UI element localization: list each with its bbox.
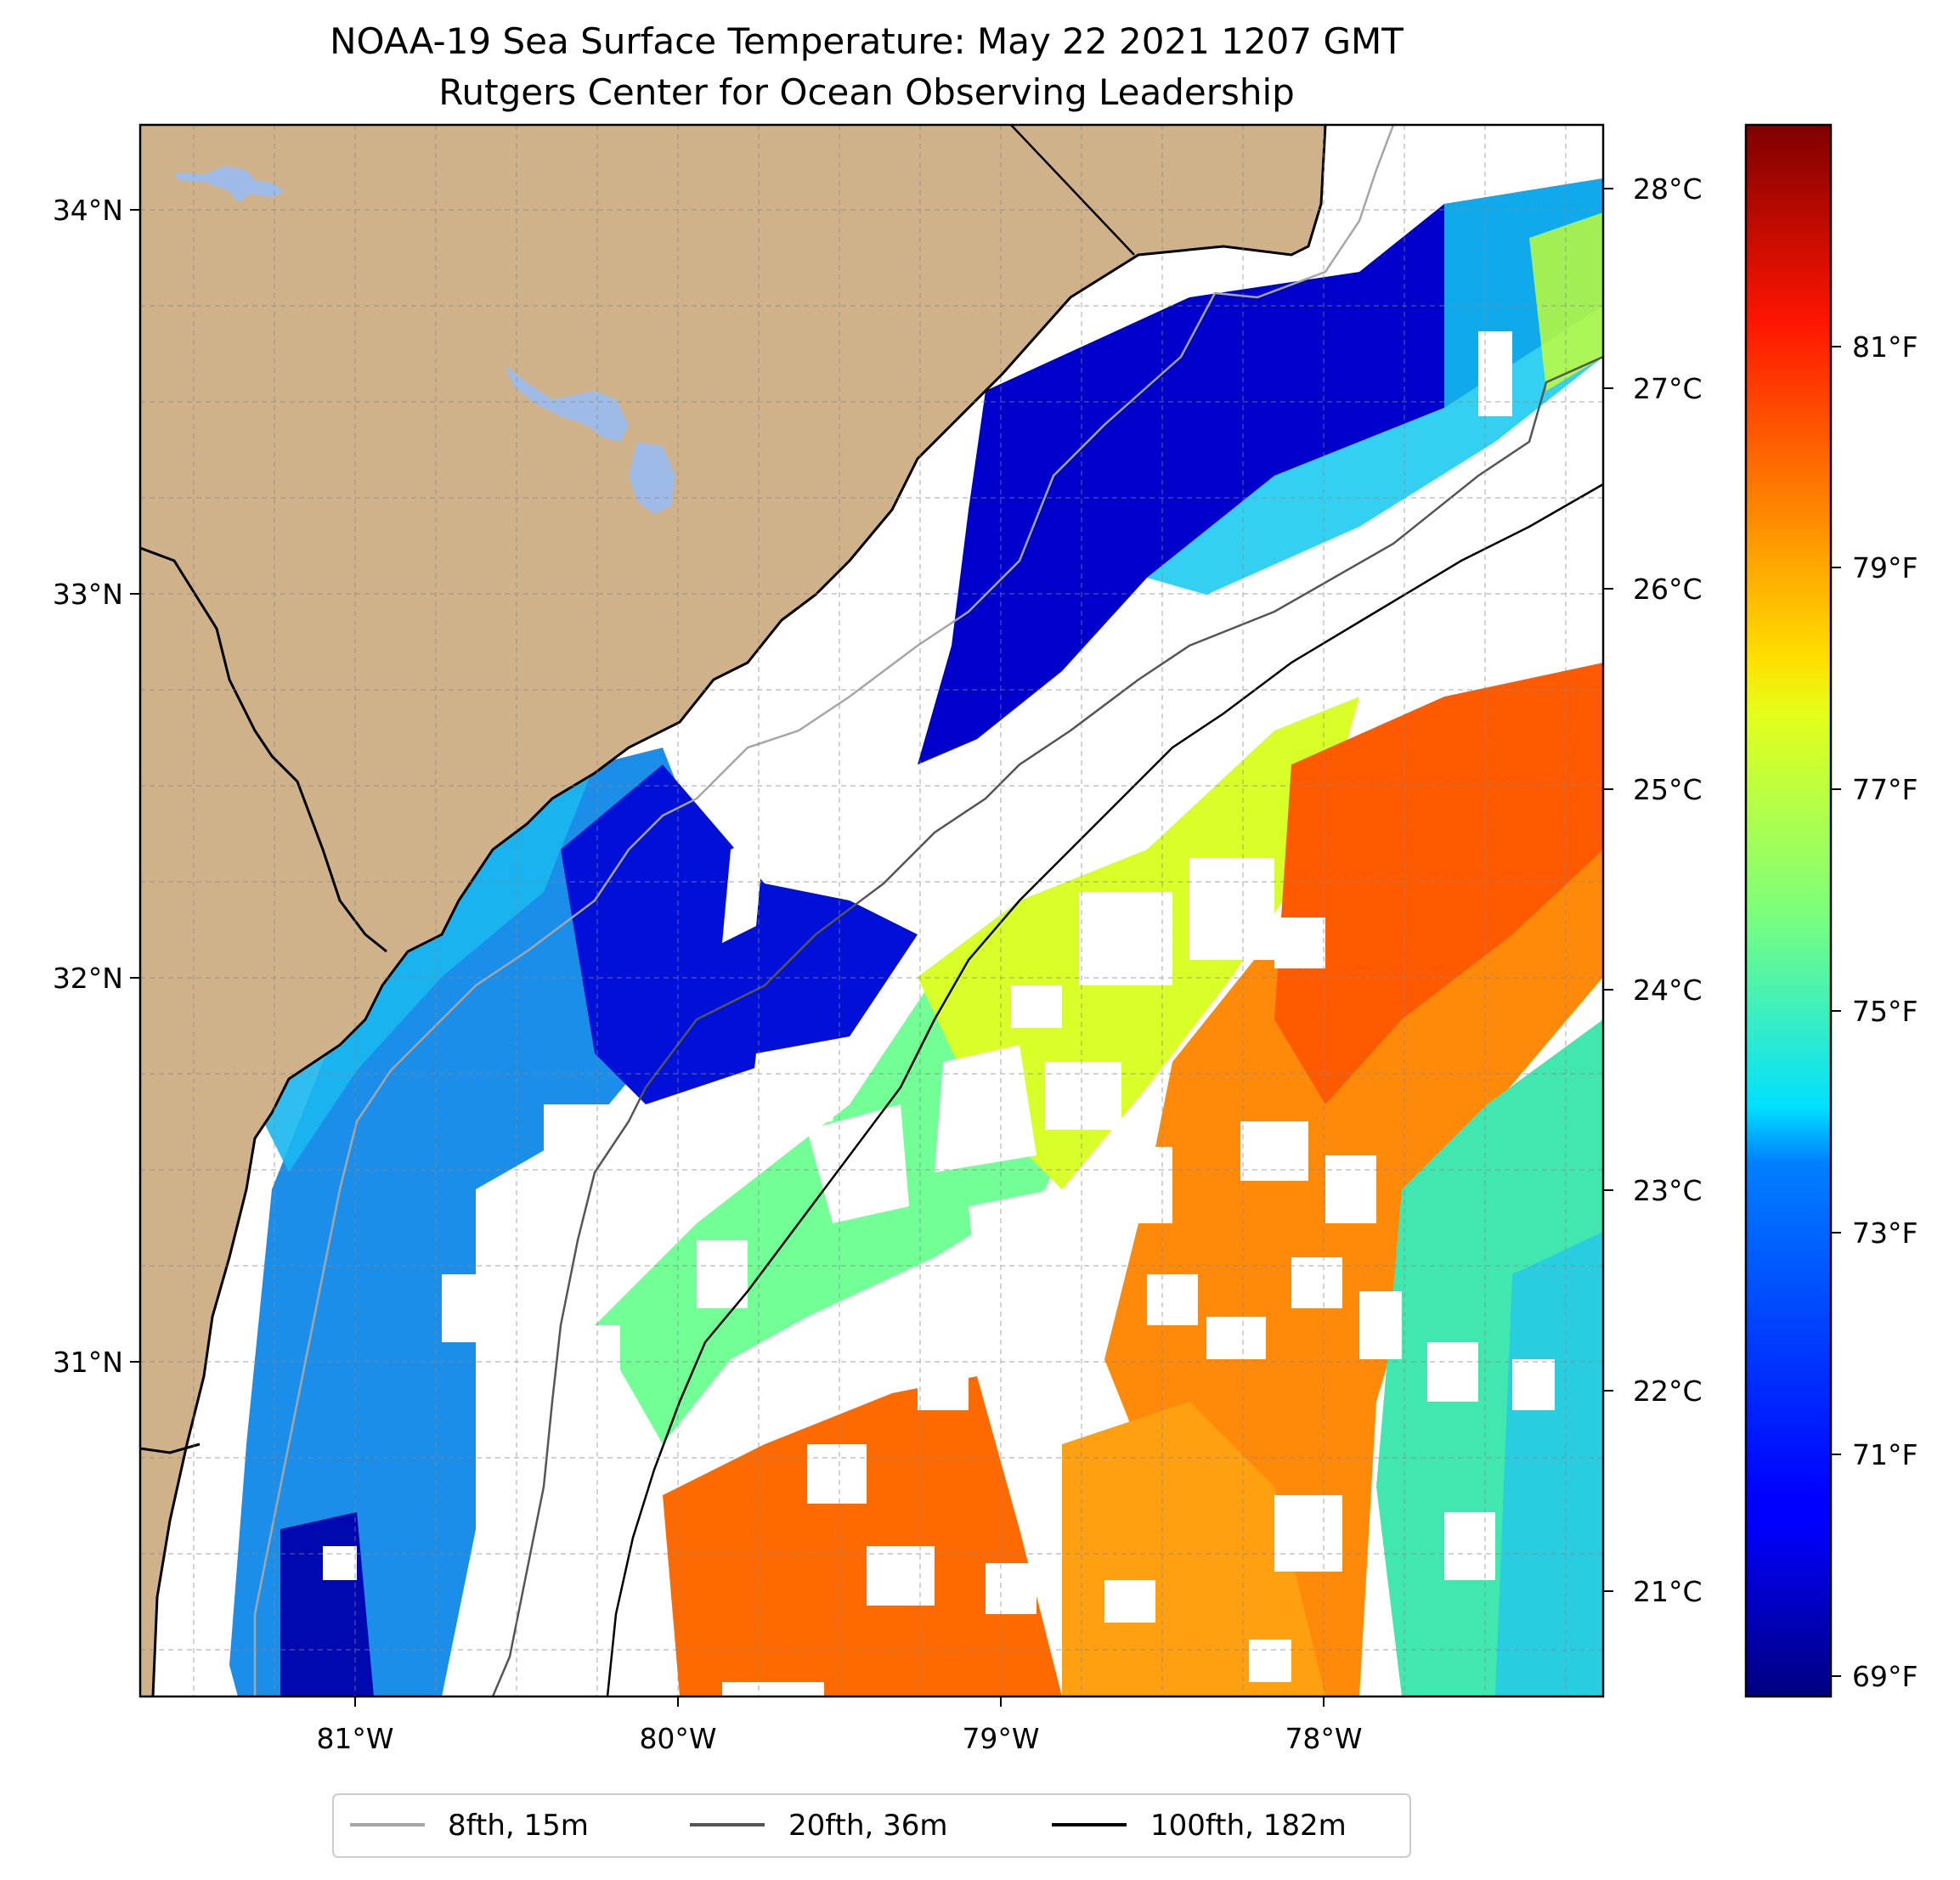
nc-sc-border <box>1010 125 1135 256</box>
sst-cold-north <box>918 178 1603 765</box>
fahrenheit-tick-label: 77°F <box>1852 773 1918 806</box>
fahrenheit-tick-label: 71°F <box>1852 1438 1918 1471</box>
lat-tick-label: 34°N <box>53 194 123 227</box>
sst-warm-south <box>663 1376 1062 1697</box>
legend-label-100fth: 100fth, 182m <box>1150 1809 1347 1843</box>
legend-label-8fth: 8fth, 15m <box>448 1809 589 1843</box>
lon-tick-label: 81°W <box>316 1722 393 1755</box>
isobath-8fth <box>253 125 1395 1697</box>
sst-shelf-cyan <box>255 765 595 1172</box>
sst-field <box>229 178 1603 1697</box>
lake-marion <box>506 365 629 442</box>
sst-north-yellow <box>1529 212 1603 391</box>
lat-tick-label: 31°N <box>53 1346 123 1379</box>
celsius-ticks: 28°C 27°C 26°C 25°C 24°C 23°C 22°C 21°C <box>1603 172 1703 1608</box>
gridlines <box>140 125 1603 1697</box>
celsius-tick-label: 21°C <box>1633 1575 1703 1608</box>
cloud-mask <box>323 331 1555 1697</box>
sst-east-cool2 <box>1495 1232 1603 1697</box>
celsius-tick-label: 24°C <box>1633 974 1703 1007</box>
fahrenheit-tick-label: 69°F <box>1852 1660 1918 1693</box>
legend-label-20fth: 20fth, 36m <box>788 1809 948 1843</box>
lon-tick-label: 80°W <box>639 1722 716 1755</box>
ga-fl-border <box>140 1442 201 1454</box>
colorbar: 81°F 79°F 77°F 75°F 73°F 71°F 69°F <box>1744 123 1918 1698</box>
isobath-20fth <box>491 355 1603 1697</box>
lon-tick-label: 79°W <box>962 1722 1039 1755</box>
legend-box <box>332 1793 1411 1858</box>
sc-ga-border <box>140 546 387 953</box>
chart-subtitle: Rutgers Center for Ocean Observing Leade… <box>438 71 1295 113</box>
land <box>140 125 1325 1697</box>
fahrenheit-tick-label: 81°F <box>1852 330 1918 364</box>
sst-orange-south <box>1062 1402 1325 1697</box>
celsius-tick-label: 28°C <box>1633 172 1703 206</box>
celsius-tick-label: 23°C <box>1633 1174 1703 1207</box>
fahrenheit-tick-label: 79°F <box>1852 551 1918 584</box>
legend: 8fth, 15m 20fth, 36m 100fth, 182m <box>332 1793 1411 1858</box>
fahrenheit-tick-label: 73°F <box>1852 1217 1918 1250</box>
fahrenheit-tick-label: 75°F <box>1852 995 1918 1028</box>
isobath-100fth <box>606 483 1603 1697</box>
celsius-tick-label: 25°C <box>1633 773 1703 806</box>
chart-title: NOAA-19 Sea Surface Temperature: May 22 … <box>330 20 1404 62</box>
celsius-tick-label: 26°C <box>1633 573 1703 606</box>
map-frame <box>138 123 1605 1698</box>
lon-tick-label: 78°W <box>1285 1722 1362 1755</box>
celsius-tick-label: 22°C <box>1633 1375 1703 1408</box>
sst-north-gradient <box>1147 178 1603 595</box>
coastline <box>151 125 1327 1697</box>
lake-north <box>174 166 285 202</box>
lake-moultrie <box>629 442 675 514</box>
sst-warm-red <box>1274 663 1603 1104</box>
lat-tick-label: 33°N <box>53 578 123 611</box>
lat-ticks: 34°N 33°N 32°N 31°N <box>53 194 140 1379</box>
lat-tick-label: 32°N <box>53 962 123 995</box>
lon-ticks: 81°W 80°W 79°W 78°W <box>316 1697 1363 1755</box>
celsius-tick-label: 27°C <box>1633 372 1703 405</box>
colorbar-gradient <box>1744 123 1833 1698</box>
map-area <box>140 125 1603 1697</box>
